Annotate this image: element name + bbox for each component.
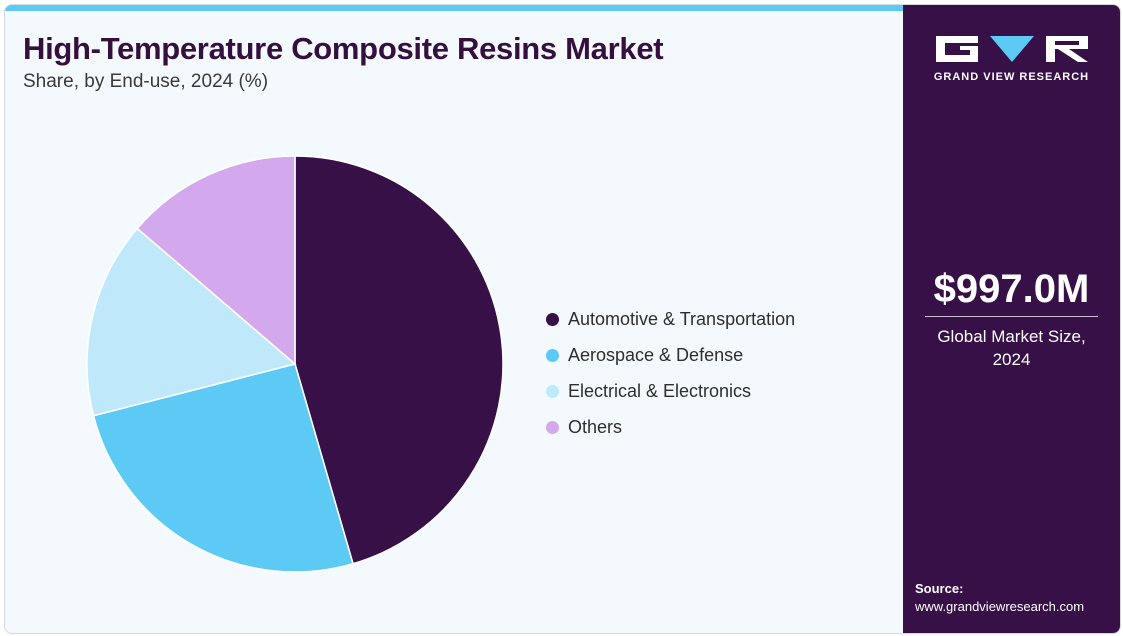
pie-slice-aerospace-defense [92,363,354,573]
legend-swatch [546,312,559,326]
chart-legend: Automotive & Transportation Aerospace & D… [546,301,795,445]
pie-chart [86,155,504,573]
report-card: High-Temperature Composite Resins Market… [4,4,1121,634]
source-url[interactable]: www.grandviewresearch.com [915,599,1085,614]
brand-name: GRAND VIEW RESEARCH [933,71,1090,83]
legend-label: Electrical & Electronics [568,380,752,401]
pie-slice-electrical-electronics [86,227,297,417]
accent-bar [5,5,903,11]
legend-label: Aerospace & Defense [568,344,744,365]
legend-swatch [546,384,559,398]
legend-item: Electrical & Electronics [546,373,795,409]
legend-item: Others [546,409,795,445]
pie-slice-others [136,155,296,366]
legend-swatch [546,348,559,362]
legend-label: Automotive & Transportation [568,308,796,329]
source-label: Source: [915,581,964,596]
chart-title: High-Temperature Composite Resins Market [23,31,664,66]
legend-item: Automotive & Transportation [546,301,795,337]
gvr-logo-icon [936,36,1088,62]
legend-item: Aerospace & Defense [546,337,795,373]
pie-slice-automotive-transportation [294,155,504,565]
market-size-caption: Global Market Size, 2024 [903,325,1120,371]
summary-panel: GRAND VIEW RESEARCH $997.0M Global Marke… [903,5,1120,633]
divider [925,316,1098,317]
market-size-value: $997.0M [933,267,1090,311]
legend-label: Others [568,416,623,437]
legend-swatch [546,420,559,434]
caption-line-1: Global Market Size, [937,327,1086,346]
caption-line-2: 2024 [992,350,1031,369]
chart-subtitle: Share, by End-use, 2024 (%) [23,71,269,92]
